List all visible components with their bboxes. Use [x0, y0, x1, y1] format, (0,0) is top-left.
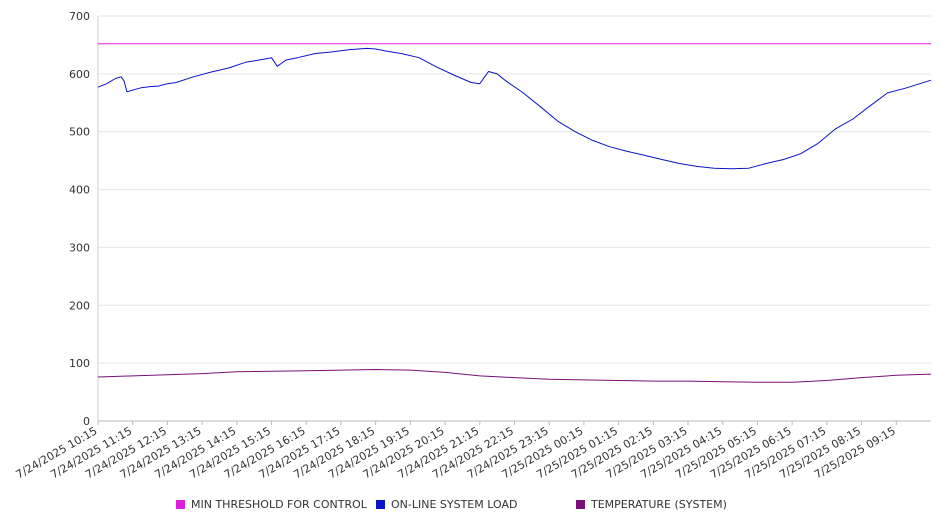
y-tick-label: 300	[69, 241, 90, 254]
series-line-2	[97, 369, 932, 383]
y-tick-label: 0	[83, 415, 90, 428]
series-line-1	[97, 47, 932, 170]
y-tick-label: 200	[69, 299, 90, 312]
legend-swatch	[376, 500, 385, 509]
y-tick-label: 500	[69, 126, 90, 139]
axes	[97, 16, 931, 425]
x-tick-labels: 7/24/2025 10:157/24/2025 11:157/24/2025 …	[14, 424, 898, 481]
legend-swatch	[576, 500, 585, 509]
legend-swatch	[176, 500, 185, 509]
legend-item: MIN THRESHOLD FOR CONTROL	[176, 498, 367, 511]
y-tick-label: 100	[69, 357, 90, 370]
legend-item: TEMPERATURE (SYSTEM)	[576, 498, 727, 511]
y-tick-label: 700	[69, 10, 90, 23]
legend-label: ON-LINE SYSTEM LOAD	[391, 498, 518, 511]
y-tick-label: 400	[69, 184, 90, 197]
legend-label: MIN THRESHOLD FOR CONTROL	[191, 498, 367, 511]
gridlines	[98, 15, 931, 364]
legend-item: ON-LINE SYSTEM LOAD	[376, 498, 517, 511]
series-lines	[97, 43, 932, 383]
legend-label: TEMPERATURE (SYSTEM)	[591, 498, 727, 511]
y-tick-label: 600	[69, 68, 90, 81]
y-tick-labels: 0 100 200 300 400 500 600 700	[69, 10, 90, 428]
legend: MIN THRESHOLD FOR CONTROL ON-LINE SYSTEM …	[0, 498, 946, 518]
